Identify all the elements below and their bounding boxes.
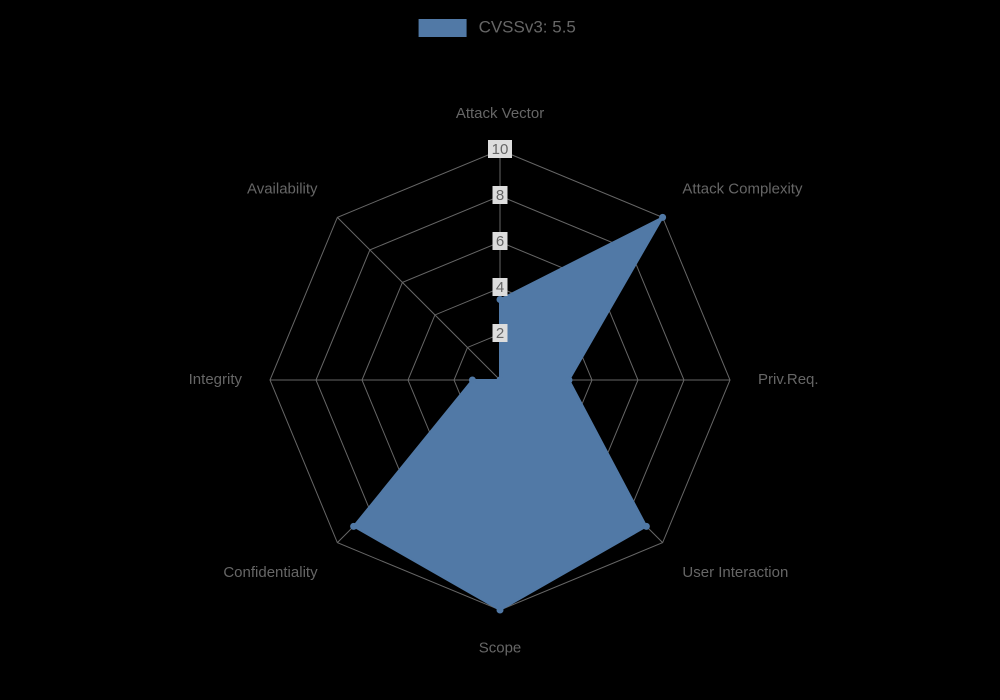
ring-label: 4 <box>496 279 504 296</box>
data-marker <box>497 607 504 614</box>
ring-label: 10 <box>492 141 509 158</box>
legend-label: CVSSv3: 5.5 <box>479 17 576 36</box>
data-marker <box>643 523 650 530</box>
axis-label: Priv.Req. <box>758 371 819 388</box>
axis-label: Attack Vector <box>456 105 544 122</box>
axis-label: Availability <box>247 181 318 198</box>
axis-label: User Interaction <box>682 564 788 581</box>
axis-label: Scope <box>479 639 522 656</box>
data-marker <box>497 377 504 384</box>
legend-swatch <box>419 19 467 37</box>
data-marker <box>497 296 504 303</box>
legend: CVSSv3: 5.5 <box>419 17 576 37</box>
ring-label: 6 <box>496 233 504 250</box>
axis-label: Integrity <box>189 371 243 388</box>
data-marker <box>659 214 666 221</box>
ring-label: 8 <box>496 187 504 204</box>
radar-chart: 2 4 6 8 10 Attack Vector Attack Complexity Priv… <box>0 0 1000 700</box>
ring-label: 2 <box>496 325 504 342</box>
data-marker <box>469 377 476 384</box>
data-marker <box>350 523 357 530</box>
axis-label: Confidentiality <box>223 564 318 581</box>
data-marker <box>566 377 573 384</box>
axis-label: Attack Complexity <box>682 181 803 198</box>
